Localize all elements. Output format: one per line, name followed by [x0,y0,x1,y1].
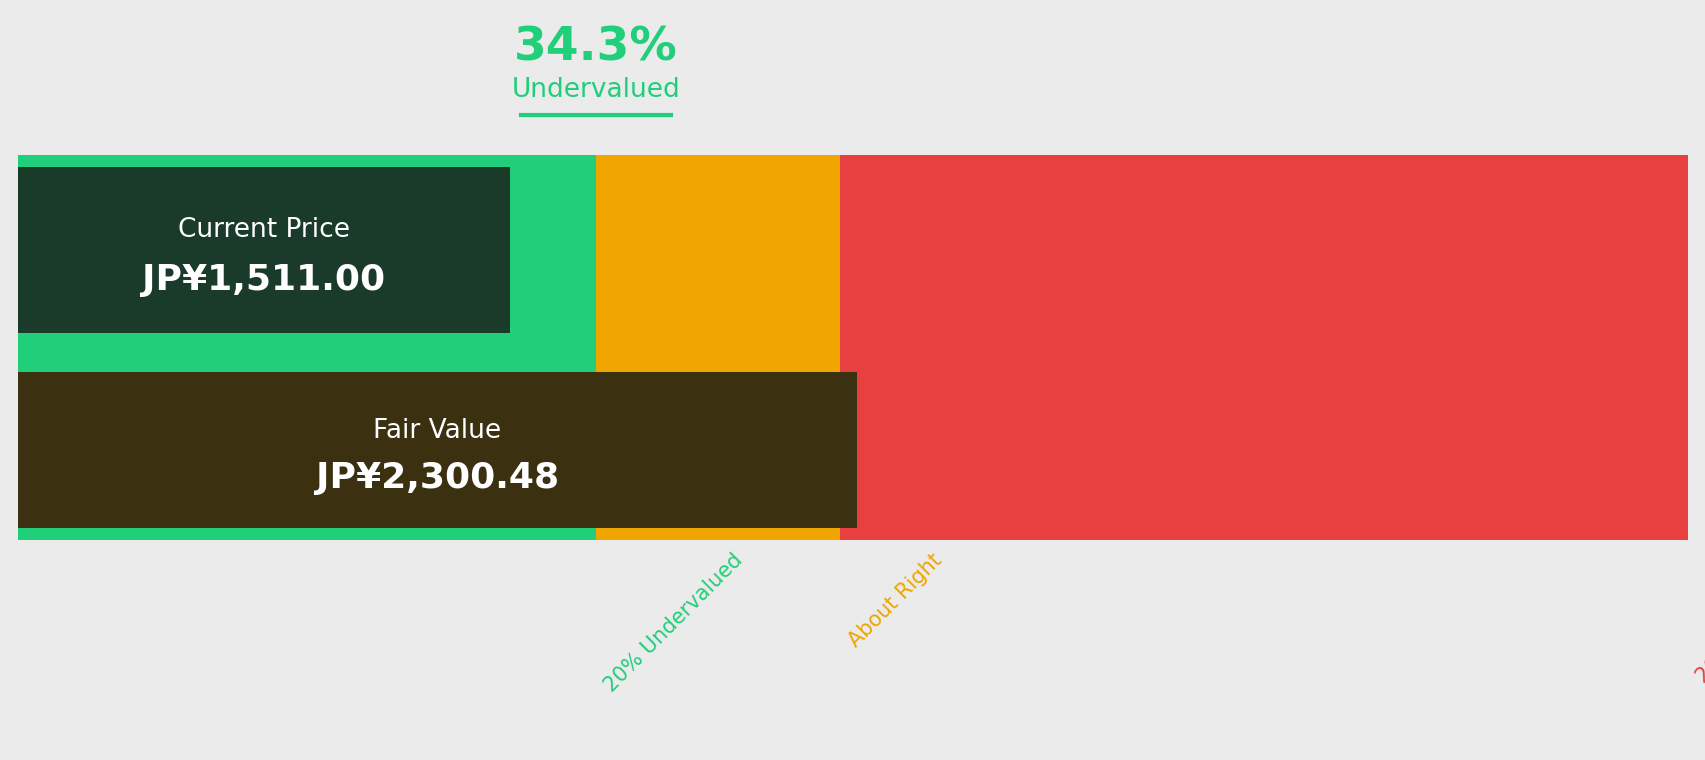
Bar [19,372,856,528]
Text: Undervalued: Undervalued [512,77,680,103]
Text: Current Price: Current Price [177,217,350,243]
Text: 34.3%: 34.3% [513,26,677,71]
Bar [595,155,839,540]
Text: Fair Value: Fair Value [373,418,501,445]
Text: 20% Undervalued: 20% Undervalued [600,550,747,696]
Bar [19,167,510,333]
Bar [19,155,595,540]
Text: 20% Overvalued: 20% Overvalued [1691,550,1705,687]
Text: JP¥1,511.00: JP¥1,511.00 [142,263,385,297]
Bar [839,155,1686,540]
Text: About Right: About Right [844,550,946,651]
Text: JP¥2,300.48: JP¥2,300.48 [315,461,559,495]
